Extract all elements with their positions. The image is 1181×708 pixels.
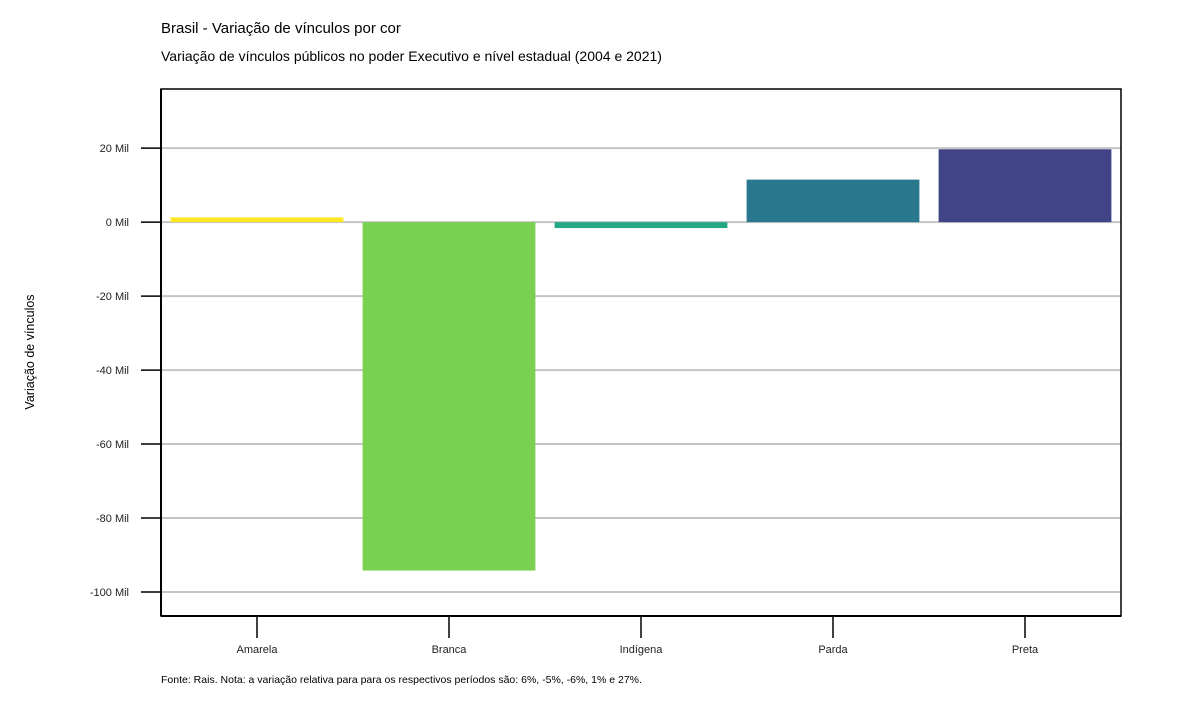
bar-branca bbox=[362, 222, 536, 571]
y-tick-label: 20 Mil bbox=[100, 143, 129, 155]
chart-subtitle: Variação de vínculos públicos no poder E… bbox=[161, 48, 662, 64]
x-tick-label: Parda bbox=[818, 644, 848, 656]
y-tick-label: -80 Mil bbox=[96, 513, 129, 525]
y-tick-label: -20 Mil bbox=[96, 291, 129, 303]
y-tick-label: -100 Mil bbox=[90, 587, 129, 599]
chart-footnote: Fonte: Rais. Nota: a variação relativa p… bbox=[161, 674, 642, 686]
bar-indígena bbox=[554, 222, 728, 229]
x-tick-label: Amarela bbox=[237, 644, 279, 656]
x-tick-label: Preta bbox=[1012, 644, 1039, 656]
bar-amarela bbox=[170, 217, 344, 223]
bar-parda bbox=[746, 179, 920, 223]
y-tick-label: -60 Mil bbox=[96, 439, 129, 451]
y-tick-label: -40 Mil bbox=[96, 365, 129, 377]
bar-preta bbox=[938, 149, 1112, 223]
x-tick-label: Indígena bbox=[620, 644, 664, 656]
chart-title: Brasil - Variação de vínculos por cor bbox=[161, 20, 401, 37]
x-tick-label: Branca bbox=[432, 644, 468, 656]
y-tick-label: 0 Mil bbox=[106, 217, 129, 229]
